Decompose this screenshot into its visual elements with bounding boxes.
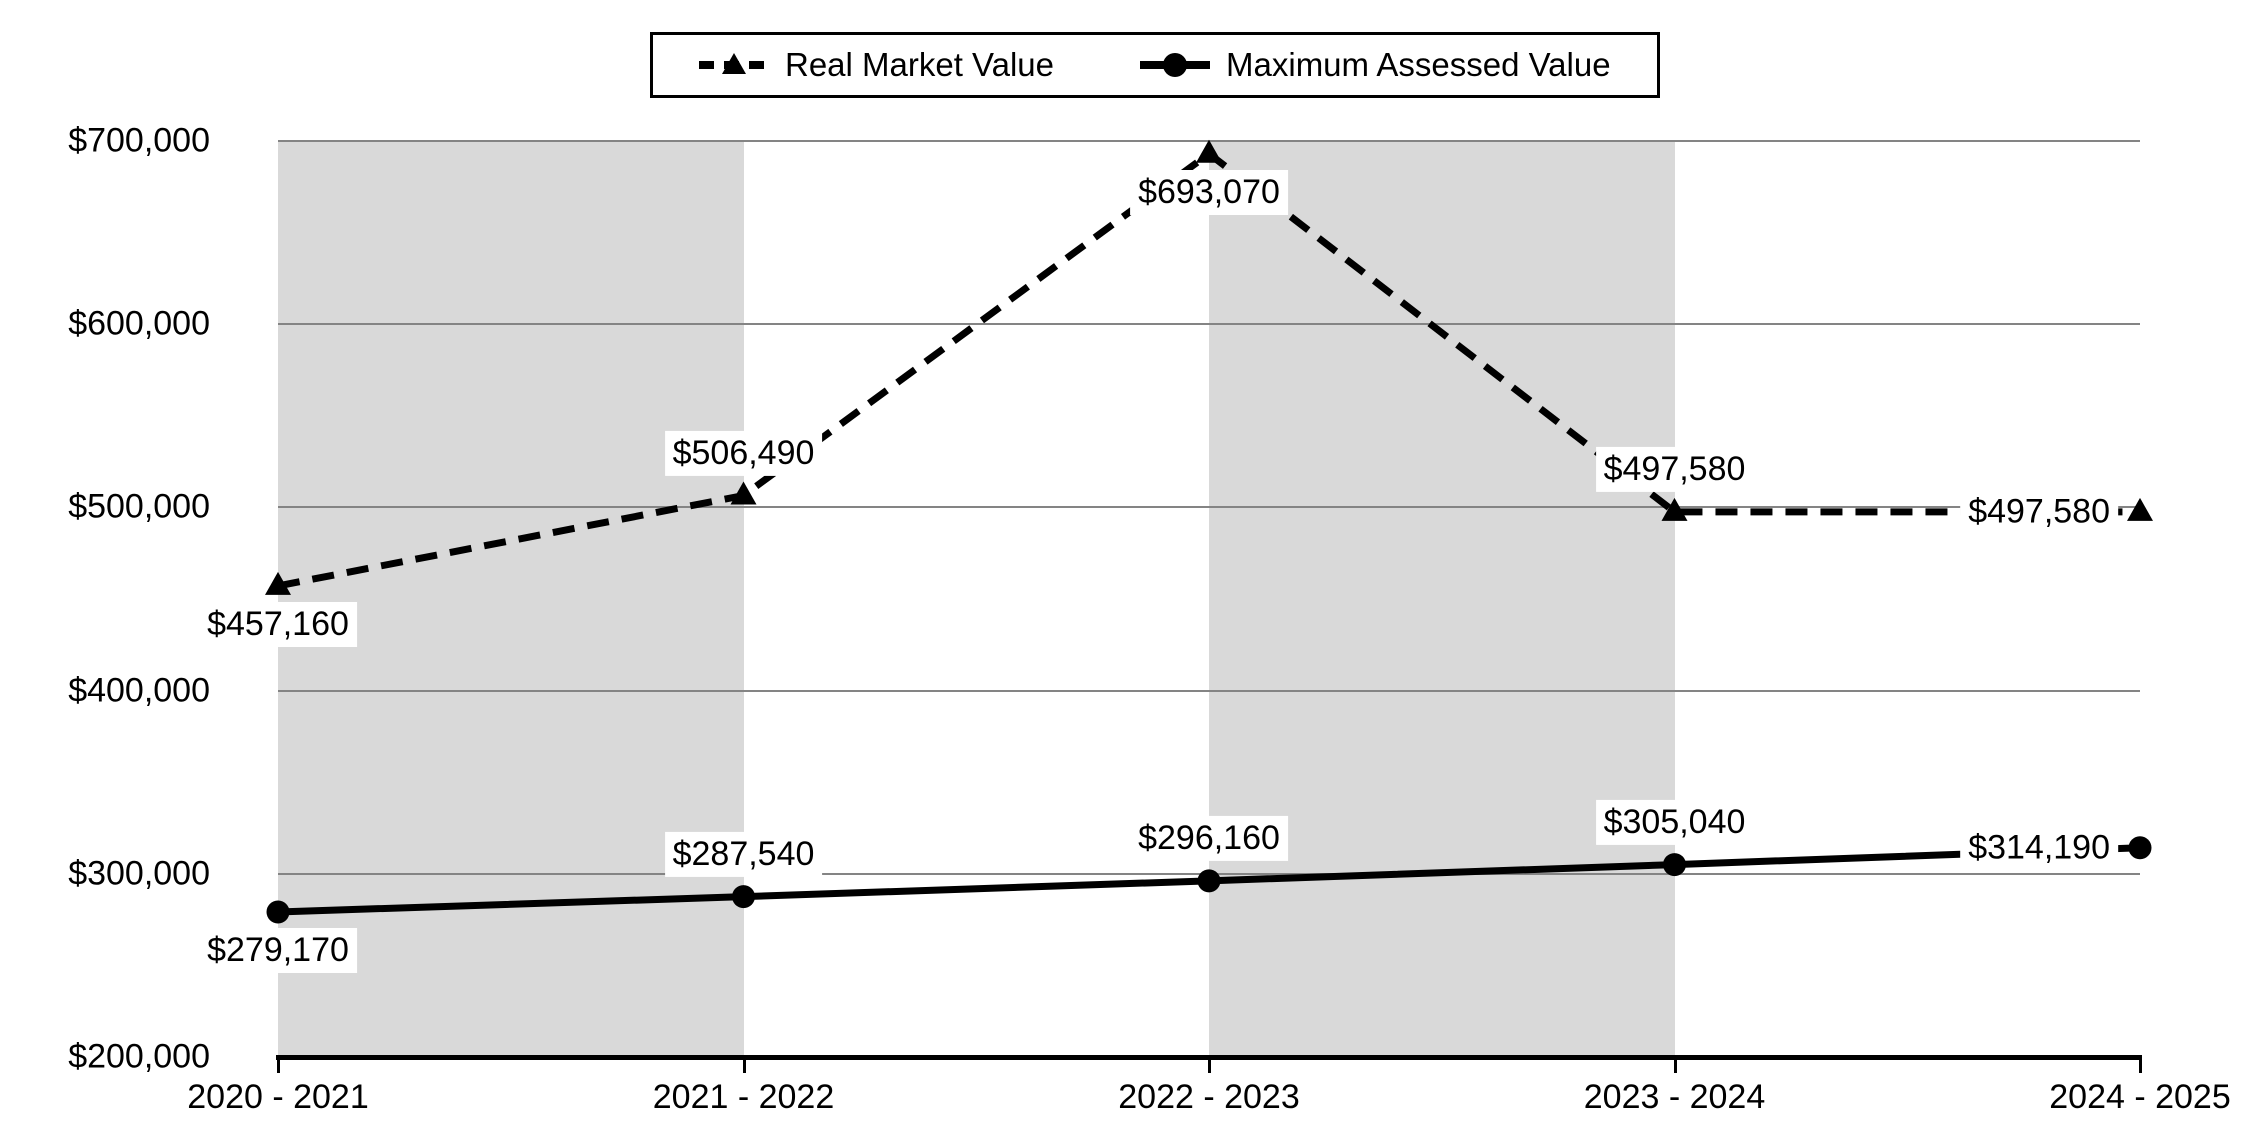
x-axis-tick-label: 2020 - 2021: [187, 1078, 369, 1116]
legend-label-real-market-value: Real Market Value: [785, 46, 1055, 83]
dashed-triangle-line-icon: [699, 53, 769, 74]
legend-label-maximum-assessed-value: Maximum Assessed Value: [1226, 46, 1611, 83]
y-axis-tick-label: $600,000: [68, 304, 210, 343]
legend-entry-real-market-value: Real Market Value: [699, 46, 1054, 84]
x-axis-tick-label: 2022 - 2023: [1118, 1078, 1300, 1116]
y-axis-tick-label: $500,000: [68, 487, 210, 526]
data-point-label: $693,070: [1130, 169, 1288, 215]
legend: Real Market Value Maximum Assessed Value: [650, 32, 1660, 98]
x-axis-tick: [2139, 1060, 2142, 1073]
data-point-label: $314,190: [1960, 825, 2118, 871]
data-point-label: $305,040: [1595, 799, 1754, 845]
data-point-marker: [265, 571, 291, 595]
solid-circle-line-icon: [1140, 53, 1211, 77]
x-axis-tick: [742, 1060, 746, 1073]
data-point-label: $287,540: [664, 831, 823, 877]
data-point-marker: [732, 885, 755, 909]
gridline: [278, 689, 2140, 692]
x-axis-line: [276, 1055, 2142, 1060]
x-axis-tick: [1673, 1060, 1677, 1073]
data-point-label: $497,580: [1595, 446, 1754, 492]
x-axis-tick-label: 2023 - 2024: [1583, 1078, 1766, 1116]
gridline: [278, 506, 2140, 509]
data-point-marker: [2128, 836, 2152, 860]
gridline: [278, 323, 2140, 326]
plot-band: [1209, 141, 1675, 1057]
data-point-label: $279,170: [199, 927, 357, 974]
series-line: [277, 149, 2140, 590]
x-axis-tick-label: 2024 - 2025: [2049, 1078, 2231, 1116]
data-point-marker: [1661, 497, 1688, 521]
data-point-label: $457,160: [199, 601, 357, 647]
data-point-marker: [1196, 139, 1222, 163]
data-point-marker: [266, 900, 290, 924]
y-axis-tick-label: $300,000: [68, 854, 210, 893]
data-point-marker: [1663, 853, 1686, 877]
y-axis-tick-label: $700,000: [68, 121, 210, 160]
data-point-label: $506,490: [664, 430, 823, 476]
data-point-label: $497,580: [1960, 489, 2118, 535]
data-point-marker: [2127, 497, 2153, 521]
data-point-marker: [1197, 869, 1221, 893]
data-point-label: $296,160: [1130, 815, 1288, 861]
data-point-marker: [730, 481, 757, 505]
x-axis-tick: [1208, 1060, 1211, 1073]
x-axis-tick-label: 2021 - 2022: [652, 1078, 835, 1116]
y-axis-tick-label: $400,000: [68, 671, 210, 710]
x-axis-tick: [277, 1060, 280, 1073]
legend-entry-maximum-assessed-value: Maximum Assessed Value: [1140, 46, 1611, 84]
y-axis-tick-label: $200,000: [68, 1037, 210, 1076]
